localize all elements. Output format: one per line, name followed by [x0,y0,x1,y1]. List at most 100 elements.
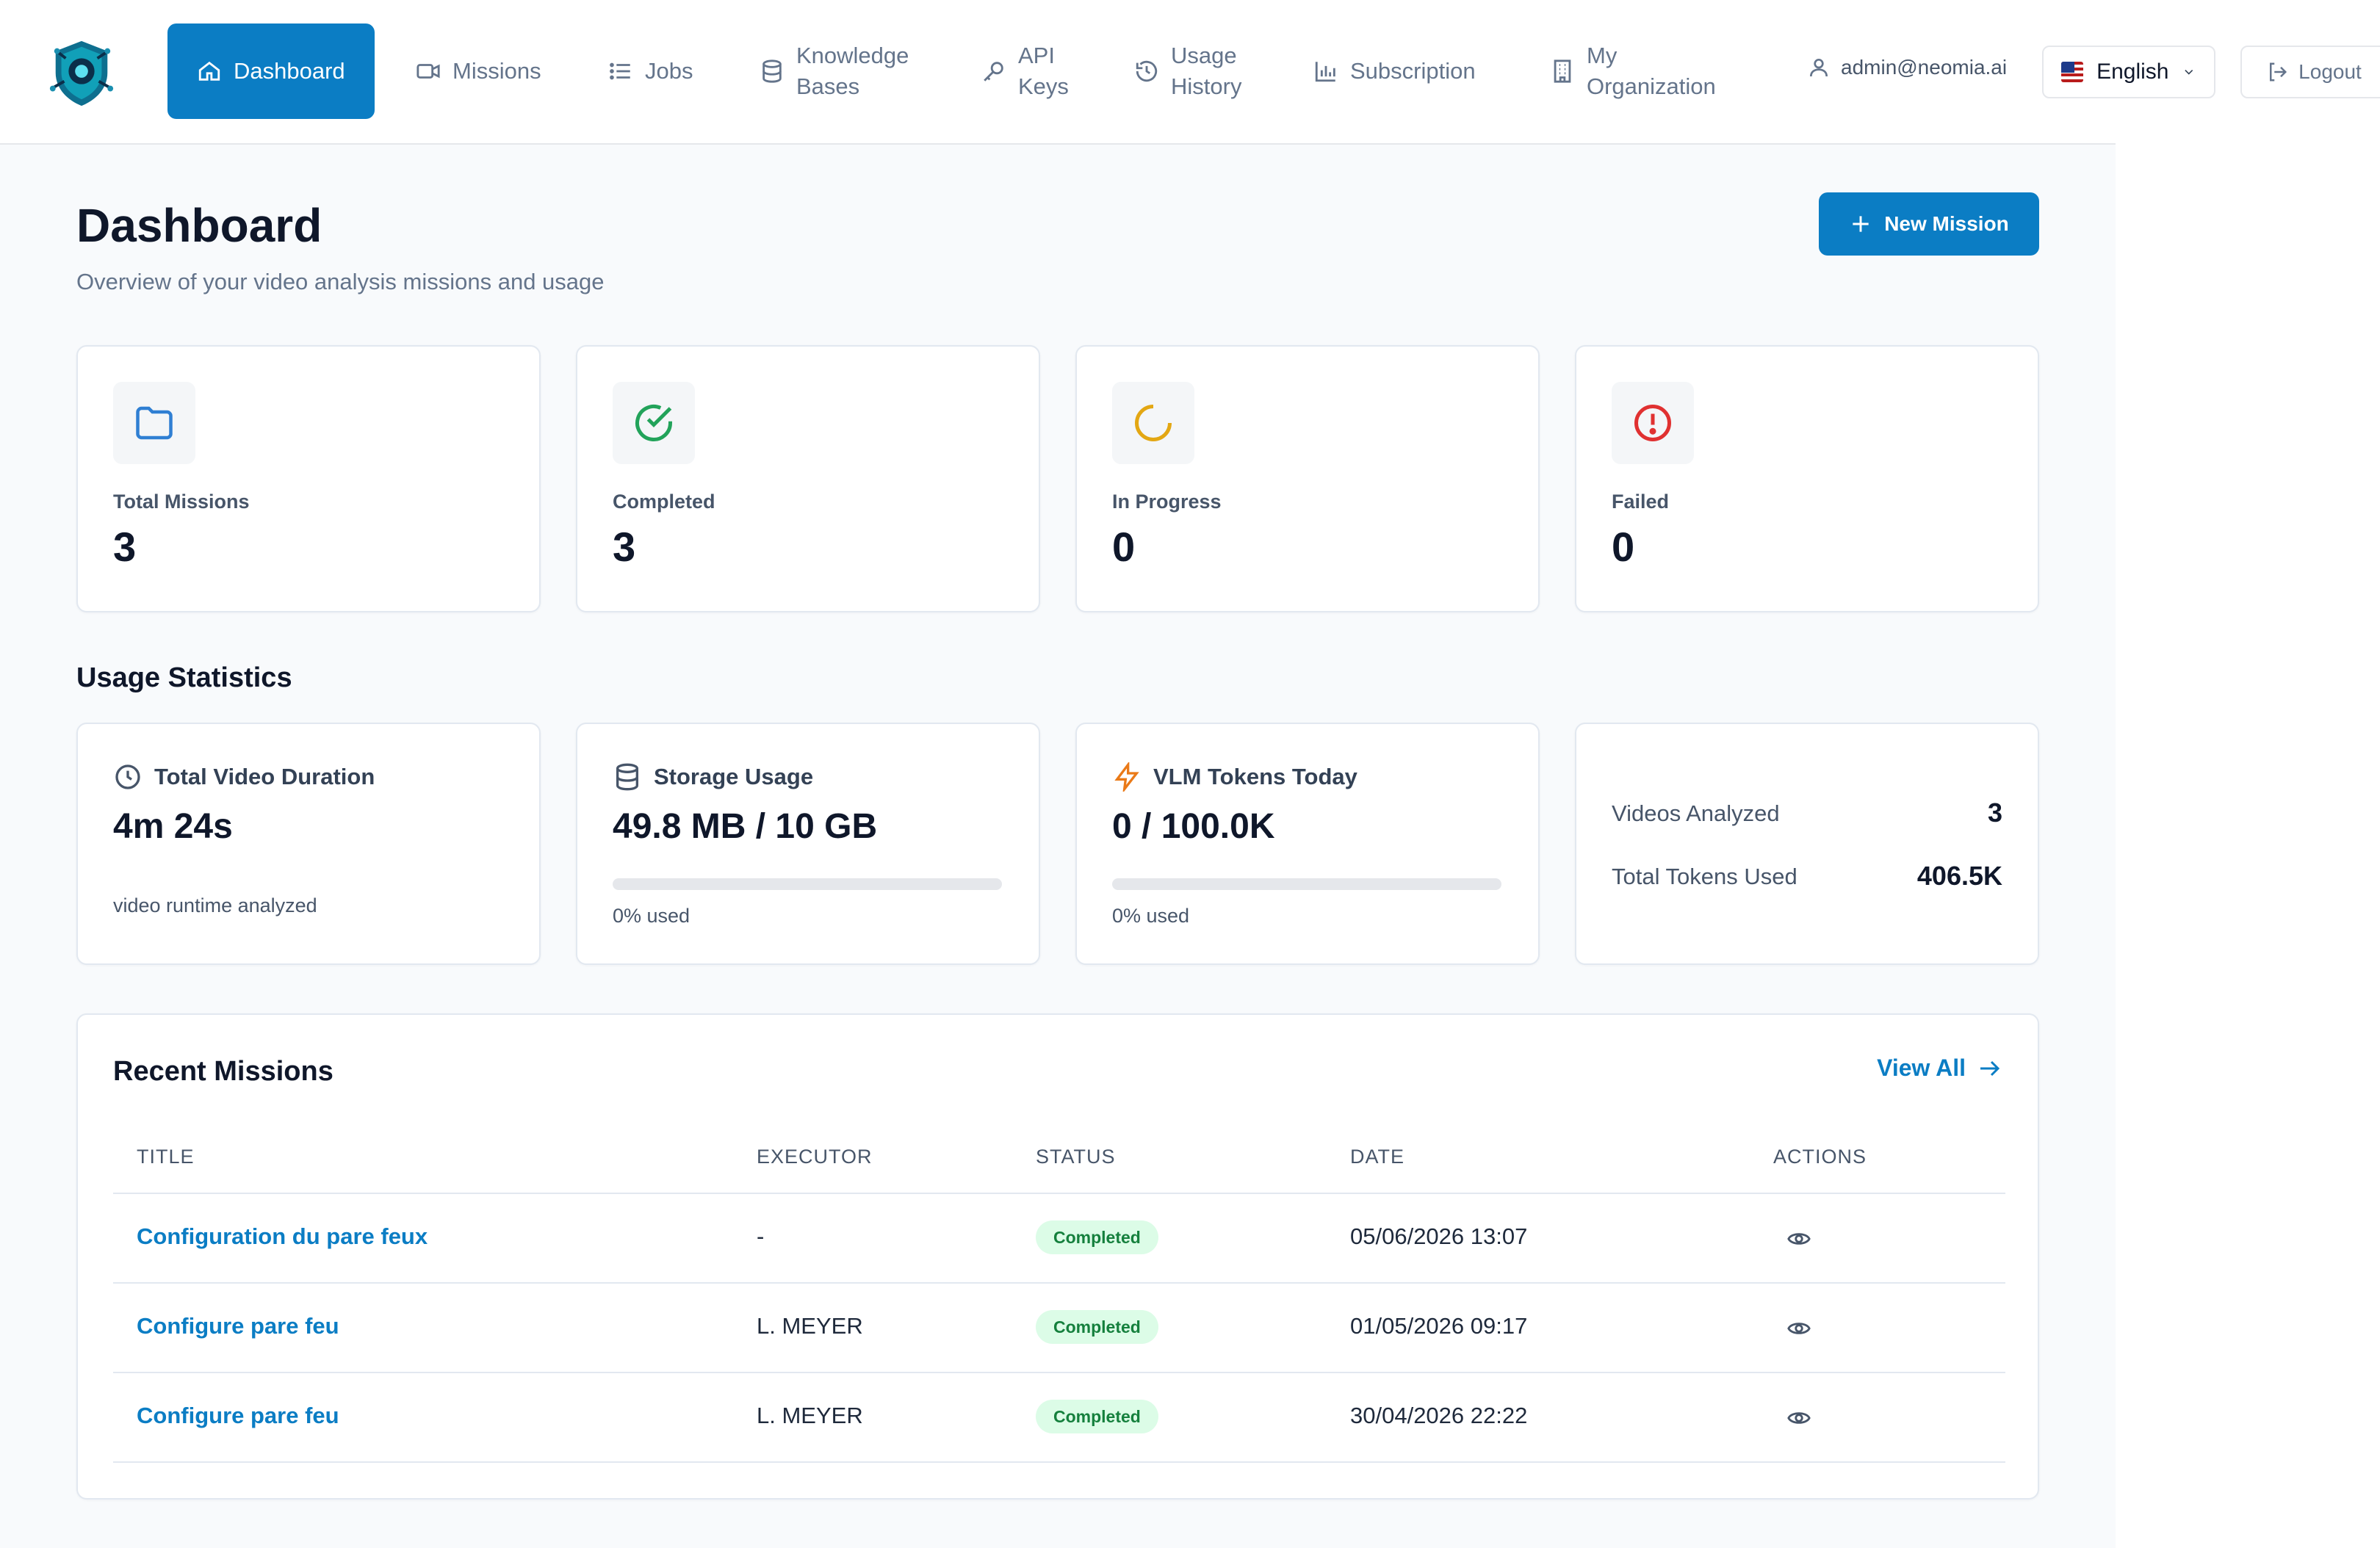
stat-icon-box [1612,382,1694,464]
mission-date: 30/04/2026 22:22 [1350,1403,1528,1428]
stat-icon-box [613,382,695,464]
bar-chart-icon [1315,62,1335,82]
video-icon [416,64,440,79]
table-row: Configure pare feu L. MEYER Completed 30… [113,1373,2005,1463]
column-header-title: TITLE [137,1146,195,1168]
view-eye-icon[interactable] [1786,1316,1811,1341]
nav-label: Dashboard [234,58,345,84]
usage-head: VLM Tokens Today [1112,762,1357,792]
status-badge: Completed [1036,1220,1158,1254]
stat-value: 0 [1112,524,1136,570]
usage-card-vlm-tokens: VLM Tokens Today 0 / 100.0K 0% used [1075,723,1540,965]
nav-label: Knowledge Bases [796,43,909,99]
nav-label: Jobs [645,58,693,84]
usage-label: Total Video Duration [154,764,375,789]
stat-icon-box [1112,382,1194,464]
column-header-actions: ACTIONS [1773,1146,1867,1168]
nav-label: My Organization [1587,43,1716,99]
table-header: TITLE EXECUTOR STATUS DATE ACTIONS [113,1119,2005,1194]
loader-icon [1135,405,1172,441]
nav-label: Subscription [1350,58,1476,84]
recent-missions-card: Recent Missions View All TITLE EXECUTOR … [76,1013,2039,1500]
page-title: Dashboard [76,199,322,252]
nav-dashboard[interactable]: Dashboard [167,23,375,119]
total-tokens-value: 406.5K [1916,861,2002,891]
nav-knowledge-bases[interactable]: Knowledge Bases [760,23,909,119]
database-icon [616,763,638,791]
tokens-progress-bar [1112,878,1501,890]
table-row: Configuration du pare feux - Completed 0… [113,1194,2005,1284]
new-mission-label: New Mission [1884,212,2009,235]
folder-icon [136,406,173,440]
nav-missions[interactable]: Missions [416,23,541,119]
mission-executor: L. MEYER [757,1313,863,1339]
view-eye-icon[interactable] [1786,1406,1811,1431]
stat-card-completed: Completed 3 [576,345,1040,612]
language-label: English [2096,59,2169,84]
brand-logo-icon[interactable] [46,37,118,109]
stat-icon-box [113,382,195,464]
stat-label: Failed [1612,491,1670,513]
stat-card-total-missions: Total Missions 3 [76,345,541,612]
stat-label: Total Missions [113,491,250,513]
usage-sub: 0% used [613,905,690,927]
stat-value: 3 [613,524,636,570]
page-subtitle: Overview of your video analysis missions… [76,269,605,294]
mission-title-link[interactable]: Configuration du pare feux [137,1223,428,1249]
column-header-executor: EXECUTOR [757,1146,873,1168]
videos-analyzed-label: Videos Analyzed [1612,800,1780,826]
stat-card-in-progress: In Progress 0 [1075,345,1540,612]
usage-head: Storage Usage [613,762,813,792]
usage-label: Storage Usage [654,764,814,789]
nav-api-keys[interactable]: API Keys [981,23,1069,119]
logout-label: Logout [2298,60,2362,83]
storage-progress-bar [613,878,1002,890]
view-all-link[interactable]: View All [1877,1055,2002,1082]
stat-value: 3 [113,524,137,570]
user-menu[interactable]: admin@neomia.ai [1807,56,2007,79]
database-icon [762,59,782,83]
usage-sub: video runtime analyzed [113,894,317,916]
view-eye-icon[interactable] [1786,1226,1811,1251]
building-icon [1554,59,1571,83]
us-flag-icon [2061,62,2084,82]
stat-label: Completed [613,491,715,513]
check-circle-icon [635,405,672,441]
key-icon [984,62,1003,82]
stat-card-failed: Failed 0 [1575,345,2039,612]
list-icon [610,62,630,80]
mission-date: 05/06/2026 13:07 [1350,1223,1528,1249]
alert-circle-icon [1634,405,1671,441]
chevron-down-icon [2185,69,2193,75]
status-badge: Completed [1036,1310,1158,1344]
column-header-date: DATE [1350,1146,1405,1168]
nav-label: Usage History [1171,43,1242,99]
usage-value: 0 / 100.0K [1112,807,1275,846]
usage-section-title: Usage Statistics [76,662,292,693]
user-email: admin@neomia.ai [1841,56,2008,79]
nav-jobs[interactable]: Jobs [608,23,693,119]
logout-button[interactable]: Logout [2240,46,2380,98]
bolt-icon [1114,762,1139,792]
usage-card-storage: Storage Usage 49.8 MB / 10 GB 0% used [576,723,1040,965]
app-root: Dashboard Missions Jobs Knowledge Bases … [0,0,2380,1500]
language-select[interactable]: English [2042,46,2215,98]
top-navbar: Dashboard Missions Jobs Knowledge Bases … [0,0,2380,145]
nav-label: Missions [452,58,541,84]
recent-missions-title: Recent Missions [113,1056,333,1087]
table-row: Configure pare feu L. MEYER Completed 01… [113,1284,2005,1373]
nav-subscription[interactable]: Subscription [1313,23,1476,119]
mission-executor: L. MEYER [757,1403,863,1428]
mission-title-link[interactable]: Configure pare feu [137,1403,339,1428]
mission-date: 01/05/2026 09:17 [1350,1313,1528,1339]
usage-card-video-duration: Total Video Duration 4m 24s video runtim… [76,723,541,965]
nav-usage-history[interactable]: Usage History [1134,23,1241,119]
clock-icon [115,764,140,789]
new-mission-button[interactable]: New Mission [1819,192,2039,256]
videos-analyzed-value: 3 [1987,797,2002,828]
nav-my-organization[interactable]: My Organization [1550,23,1716,119]
mission-title-link[interactable]: Configure pare feu [137,1313,339,1339]
stat-value: 0 [1612,524,1635,570]
usage-card-summary: Videos Analyzed 3 Total Tokens Used 406.… [1575,723,2039,965]
usage-value: 4m 24s [113,807,233,846]
